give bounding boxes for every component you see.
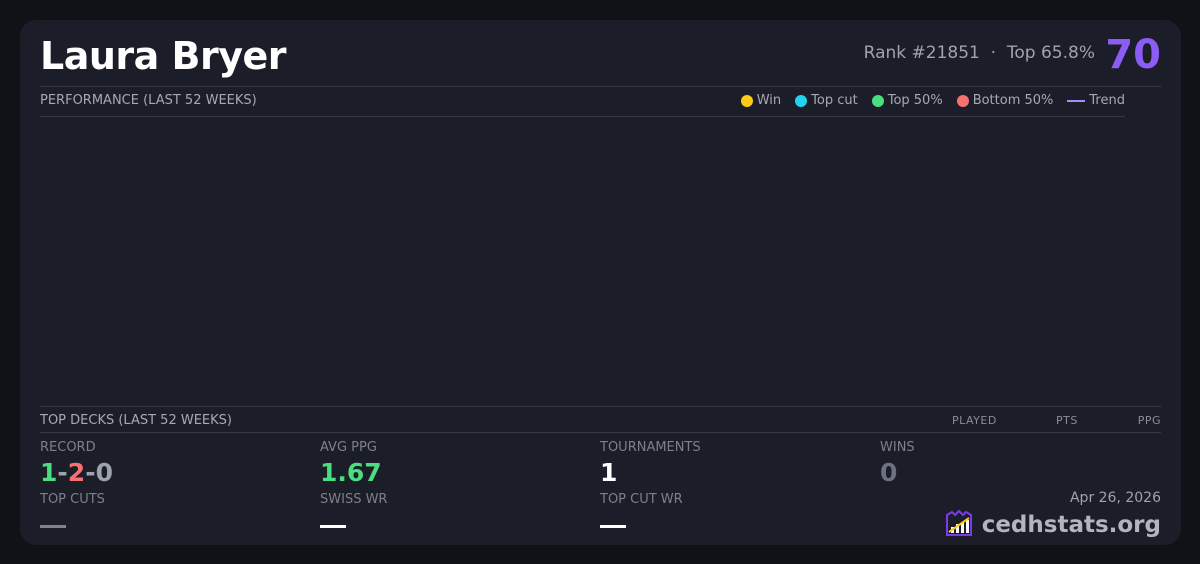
top-cuts-value [40, 525, 66, 528]
col-ppg: PPG [1137, 414, 1161, 427]
record-value: 1-2-0 [40, 458, 113, 487]
top-cuts-label: TOP CUTS [40, 492, 105, 507]
bottom-50-dot-icon [956, 94, 969, 107]
top-cut-wr-value [600, 525, 626, 528]
legend-top-cut: Top cut [795, 93, 858, 108]
top-50-dot-icon [871, 94, 884, 107]
avg-ppg-label: AVG PPG [320, 440, 377, 455]
player-score: 70 [1105, 32, 1161, 78]
top-cut-dot-icon [795, 94, 808, 107]
report-date: Apr 26, 2026 [1069, 490, 1161, 506]
performance-chart-area [40, 117, 1125, 405]
cedhstats-logo-icon [945, 510, 972, 536]
wins-value: 0 [880, 458, 898, 487]
record-label: RECORD [40, 440, 96, 455]
divider [40, 86, 1161, 87]
avg-ppg-value: 1.67 [320, 458, 382, 487]
separator: · [990, 43, 997, 63]
divider [40, 406, 1161, 407]
legend-label: Win [756, 93, 782, 108]
legend-label: Trend [1089, 93, 1125, 108]
legend-bottom-50: Bottom 50% [956, 93, 1054, 108]
legend-label: Top cut [811, 93, 858, 108]
chart-legend: Win Top cut Top 50% Bottom 50% Trend [740, 93, 1125, 108]
col-pts: PTS [1056, 414, 1078, 427]
top-percent: Top 65.8% [1006, 43, 1095, 63]
top-cut-wr-label: TOP CUT WR [600, 492, 683, 507]
player-card: Laura Bryer Rank #21851 · Top 65.8% 70 P… [20, 20, 1181, 545]
win-dot-icon [740, 94, 753, 107]
record-sep: - [85, 458, 96, 487]
trend-line-icon [1067, 99, 1086, 102]
brand[interactable]: cedhstats.org [944, 510, 1161, 540]
top-decks-title: TOP DECKS (LAST 52 WEEKS) [40, 413, 232, 428]
record-sep: - [57, 458, 68, 487]
divider [40, 432, 1161, 433]
divider [40, 116, 1125, 117]
record-wins: 1 [40, 458, 58, 487]
legend-top-50: Top 50% [871, 93, 943, 108]
legend-label: Bottom 50% [972, 93, 1054, 108]
performance-title: PERFORMANCE (LAST 52 WEEKS) [40, 93, 257, 108]
wins-label: WINS [880, 440, 915, 455]
player-name: Laura Bryer [40, 34, 287, 78]
rank-info: Rank #21851 · Top 65.8% [864, 43, 1095, 63]
rank: Rank #21851 [863, 43, 980, 63]
col-played: PLAYED [952, 414, 997, 427]
swiss-wr-value [320, 525, 346, 528]
brand-name: cedhstats.org [981, 512, 1161, 538]
record-losses: 2 [67, 458, 86, 487]
tournaments-label: TOURNAMENTS [600, 440, 701, 455]
record-draws: 0 [95, 458, 113, 487]
swiss-wr-label: SWISS WR [320, 492, 388, 507]
legend-label: Top 50% [887, 93, 943, 108]
legend-trend: Trend [1067, 93, 1125, 108]
tournaments-value: 1 [600, 458, 618, 487]
legend-win: Win [740, 93, 782, 108]
